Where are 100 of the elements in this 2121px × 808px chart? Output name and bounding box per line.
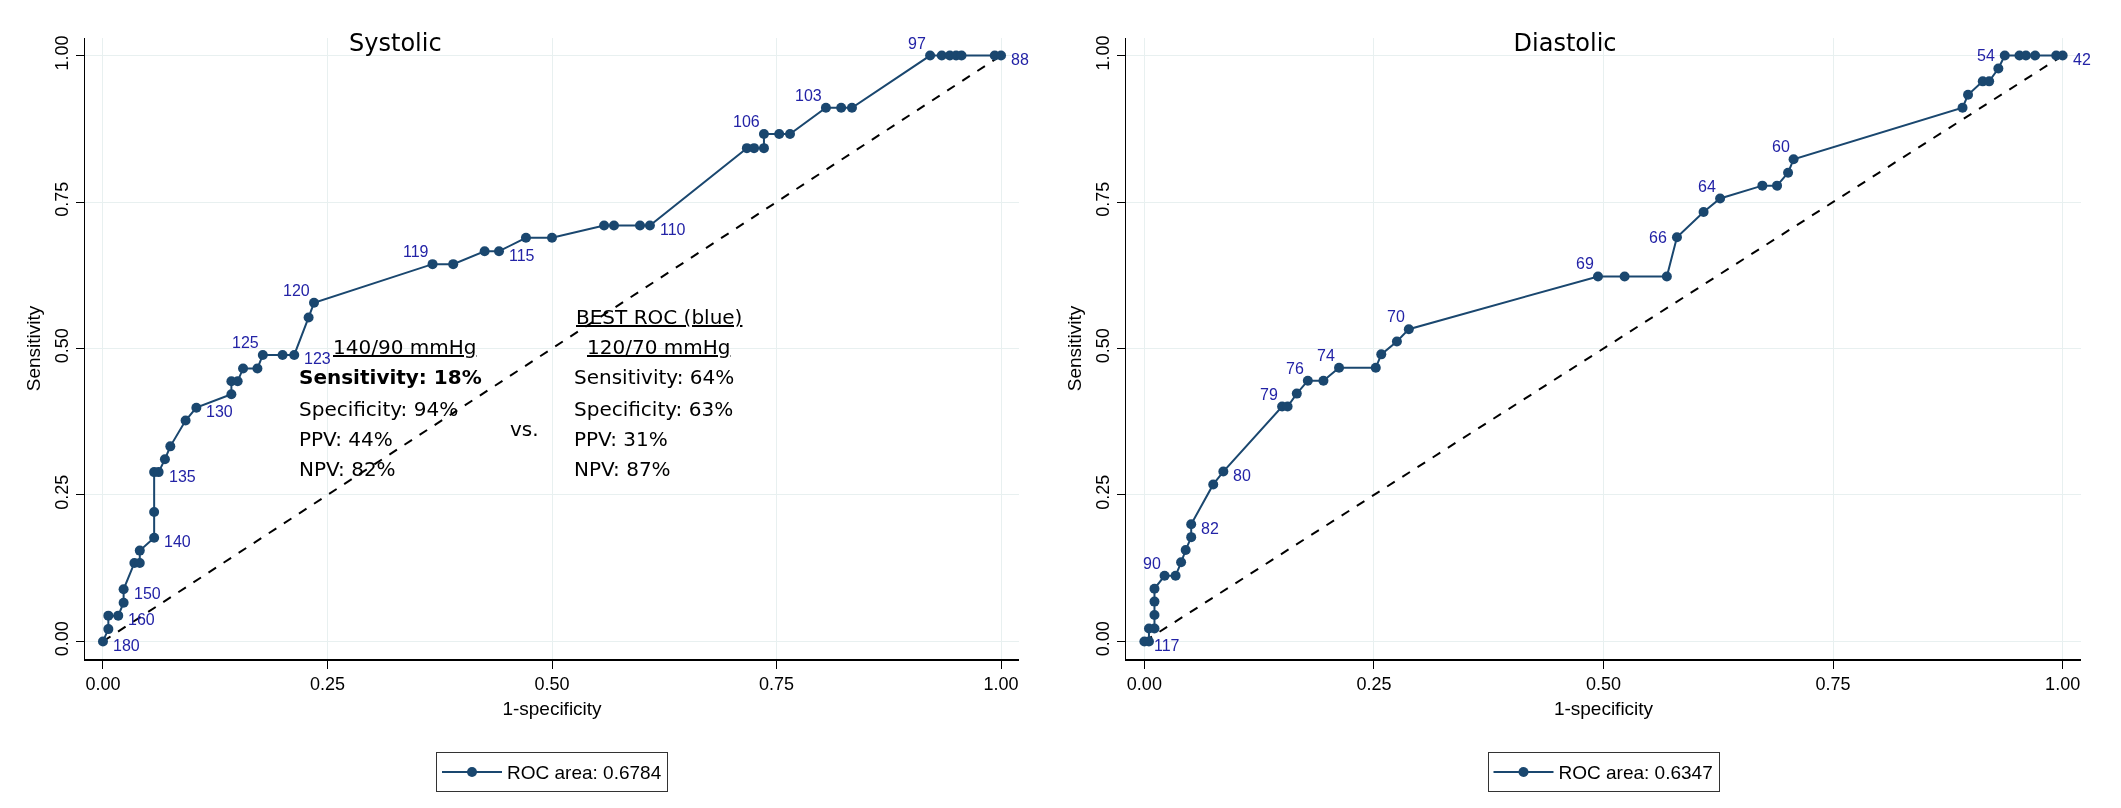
point <box>303 312 314 323</box>
annotation: Specificity: 63% <box>574 397 734 421</box>
y-tick-label: 0.50 <box>52 328 73 364</box>
annotation: 119 <box>403 243 429 260</box>
point <box>1218 466 1229 477</box>
point <box>820 102 831 113</box>
point <box>925 50 936 61</box>
point <box>1963 89 1974 100</box>
annotation: 180 <box>113 637 140 654</box>
point <box>289 349 300 360</box>
point <box>113 610 124 621</box>
point <box>149 506 160 517</box>
point <box>749 143 760 154</box>
annotation: 90 <box>1143 555 1161 572</box>
point <box>1334 362 1345 373</box>
point <box>520 232 531 243</box>
annotation: 82 <box>1201 520 1219 537</box>
annotation: 97 <box>908 35 926 52</box>
point <box>97 636 108 647</box>
point <box>1370 362 1381 373</box>
point <box>1671 232 1682 243</box>
point <box>1186 519 1197 530</box>
point <box>608 220 619 231</box>
y-axis-title: Sensitivity <box>23 305 45 392</box>
point <box>635 220 646 231</box>
point <box>996 50 1007 61</box>
annotation: NPV: 82% <box>299 457 396 481</box>
y-tick-label: 1.00 <box>1093 35 1114 71</box>
point <box>1170 570 1181 581</box>
point <box>1957 102 1968 113</box>
point <box>1999 50 2010 61</box>
y-tick-label: 1.00 <box>52 35 73 71</box>
point <box>1757 180 1768 191</box>
point <box>134 545 145 556</box>
annotation: 123 <box>304 350 331 367</box>
point <box>180 415 191 426</box>
point <box>758 129 769 140</box>
annotation: 110 <box>660 221 686 238</box>
point <box>427 259 438 270</box>
annotation: 125 <box>232 334 259 351</box>
point <box>1698 207 1709 217</box>
y-tick-label: 0.75 <box>1093 181 1114 217</box>
x-tick-label: 0.00 <box>1126 674 1162 695</box>
point <box>103 624 114 635</box>
point <box>494 246 505 257</box>
point <box>1186 532 1197 543</box>
annotation: BEST ROC (blue) <box>576 305 743 329</box>
annotation: 64 <box>1698 178 1716 195</box>
annotation: 80 <box>1233 467 1251 484</box>
x-tick-label: 1.00 <box>2045 674 2081 695</box>
point <box>257 349 268 360</box>
point <box>784 129 795 140</box>
point <box>309 297 320 308</box>
x-tick-label: 0.75 <box>1815 674 1851 695</box>
x-tick-label: 0.50 <box>534 674 570 695</box>
point <box>165 441 176 452</box>
annotation: 79 <box>1260 386 1278 403</box>
annotation: 140/90 mmHg <box>333 335 477 359</box>
point <box>479 246 490 257</box>
point <box>103 610 114 621</box>
annotation: 135 <box>169 468 196 485</box>
annotation: 120/70 mmHg <box>587 335 731 359</box>
point <box>1176 557 1187 568</box>
point <box>644 220 655 231</box>
x-tick-label: 0.25 <box>1356 674 1392 695</box>
y-tick-label: 0.25 <box>52 474 73 510</box>
point <box>1291 388 1302 399</box>
annotation: Sensitivity: 64% <box>574 365 735 389</box>
annotation: 150 <box>134 585 161 602</box>
annotation: 54 <box>1977 47 1995 64</box>
point <box>1318 375 1329 386</box>
annotation: 103 <box>795 87 822 104</box>
annotation: Specificity: 94% <box>299 397 459 421</box>
legend-label: ROC area: 0.6347 <box>1558 762 1713 784</box>
y-axis-title: Sensitivity <box>1064 305 1086 392</box>
annotation: 69 <box>1576 255 1594 272</box>
point <box>149 532 160 543</box>
point <box>599 220 610 231</box>
point <box>1159 570 1170 581</box>
chart-title: Diastolic <box>1513 29 1617 58</box>
annotation: 42 <box>2073 51 2091 68</box>
annotation: 76 <box>1286 360 1304 377</box>
y-tick-label: 0.00 <box>52 621 73 657</box>
y-tick-label: 0.25 <box>1093 474 1114 510</box>
annotation: PPV: 31% <box>574 427 668 451</box>
annotation: 60 <box>1772 138 1790 155</box>
point <box>1180 545 1191 556</box>
annotation: 120 <box>283 282 310 299</box>
annotation: 140 <box>164 533 191 550</box>
point <box>1391 336 1402 347</box>
point <box>1788 154 1799 165</box>
y-tick-label: 0.50 <box>1093 328 1114 364</box>
x-axis-title: 1-specificity <box>502 697 603 719</box>
point <box>774 129 785 140</box>
point <box>1619 271 1630 282</box>
point <box>547 232 557 243</box>
annotation: 88 <box>1011 51 1029 68</box>
chart-title: Systolic <box>349 29 442 58</box>
x-tick-label: 1.00 <box>983 674 1019 695</box>
point <box>1993 63 2004 74</box>
